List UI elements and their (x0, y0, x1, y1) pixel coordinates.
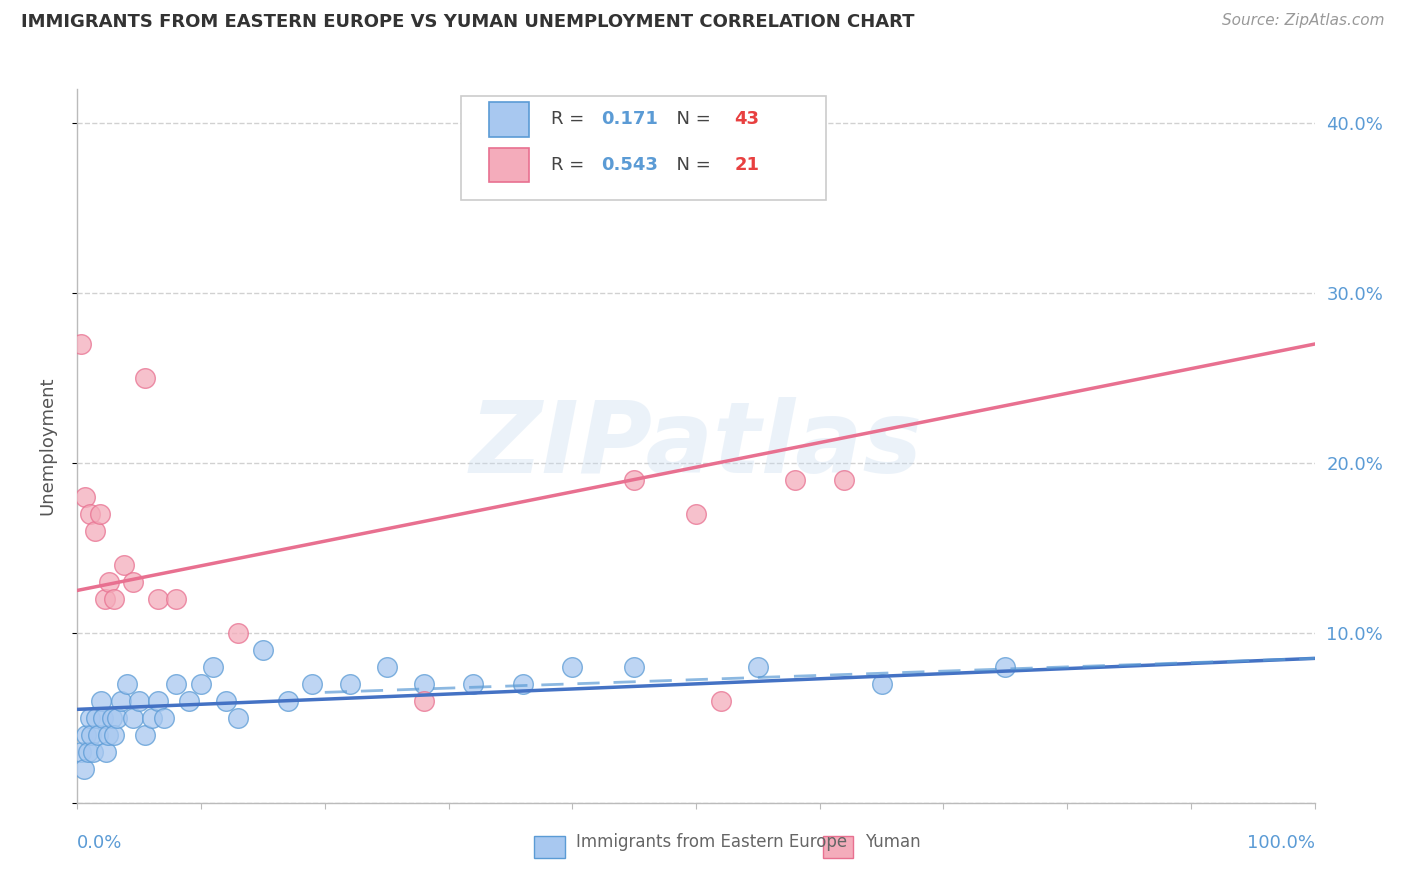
Point (101, 711, 124, 725)
Point (87, 728, 110, 742)
Point (73, 490, 96, 504)
Point (226, 626, 249, 640)
Text: 0.171: 0.171 (600, 111, 658, 128)
Point (70, 745, 93, 759)
Point (463, 677, 485, 691)
Point (128, 694, 150, 708)
Point (834, 473, 856, 487)
Point (747, 660, 769, 674)
Point (177, 694, 200, 708)
Point (474, 167, 496, 181)
Point (375, 660, 398, 674)
Point (115, 677, 138, 691)
Point (146, 694, 169, 708)
Point (97, 728, 120, 742)
Point (215, 694, 238, 708)
Point (165, 677, 187, 691)
Point (561, 660, 583, 674)
Point (72, 762, 94, 776)
Text: 21: 21 (734, 156, 759, 174)
Point (202, 660, 225, 674)
Text: Immigrants from Eastern Europe: Immigrants from Eastern Europe (576, 833, 848, 852)
FancyBboxPatch shape (823, 836, 853, 858)
Point (412, 694, 434, 708)
Text: Source: ZipAtlas.com: Source: ZipAtlas.com (1222, 13, 1385, 29)
Point (623, 473, 645, 487)
Point (252, 643, 274, 657)
Point (79, 711, 101, 725)
Point (141, 711, 163, 725)
Point (783, 473, 806, 487)
Text: 43: 43 (734, 111, 759, 128)
Point (110, 694, 132, 708)
FancyBboxPatch shape (489, 103, 529, 136)
Point (412, 677, 434, 691)
Point (226, 711, 249, 725)
Point (103, 591, 125, 606)
FancyBboxPatch shape (534, 836, 565, 858)
Point (105, 711, 128, 725)
Point (134, 371, 156, 385)
Point (301, 677, 323, 691)
Point (80, 728, 103, 742)
Point (83, 524, 105, 538)
Point (994, 660, 1017, 674)
Text: 0.0%: 0.0% (77, 834, 122, 852)
Point (89, 507, 111, 521)
Point (98, 574, 121, 589)
Point (79, 507, 101, 521)
Point (153, 711, 176, 725)
Point (84, 711, 107, 725)
Text: ZIPatlas: ZIPatlas (470, 398, 922, 494)
Text: 100.0%: 100.0% (1247, 834, 1315, 852)
Point (339, 677, 361, 691)
Text: 0.543: 0.543 (600, 156, 658, 174)
Text: R =: R = (551, 156, 591, 174)
Point (82, 745, 104, 759)
Point (512, 677, 534, 691)
Text: N =: N = (665, 111, 717, 128)
Point (103, 728, 125, 742)
Point (134, 728, 156, 742)
Point (94, 745, 117, 759)
FancyBboxPatch shape (489, 147, 529, 182)
Point (685, 507, 707, 521)
Text: IMMIGRANTS FROM EASTERN EUROPE VS YUMAN UNEMPLOYMENT CORRELATION CHART: IMMIGRANTS FROM EASTERN EUROPE VS YUMAN … (21, 13, 914, 31)
Point (623, 660, 645, 674)
Point (90, 694, 112, 708)
Point (70, 337, 93, 351)
Text: N =: N = (665, 156, 717, 174)
Point (710, 694, 733, 708)
Point (122, 574, 145, 589)
Point (75, 728, 97, 742)
Text: Yuman: Yuman (865, 833, 921, 852)
Point (112, 558, 135, 572)
Point (277, 694, 299, 708)
Point (190, 677, 212, 691)
Text: R =: R = (551, 111, 591, 128)
Point (870, 677, 893, 691)
Point (165, 591, 187, 606)
Point (93, 591, 115, 606)
Point (122, 711, 145, 725)
Point (91, 711, 114, 725)
FancyBboxPatch shape (461, 96, 825, 200)
Y-axis label: Unemployment: Unemployment (38, 376, 56, 516)
Point (77, 745, 100, 759)
Point (146, 591, 169, 606)
